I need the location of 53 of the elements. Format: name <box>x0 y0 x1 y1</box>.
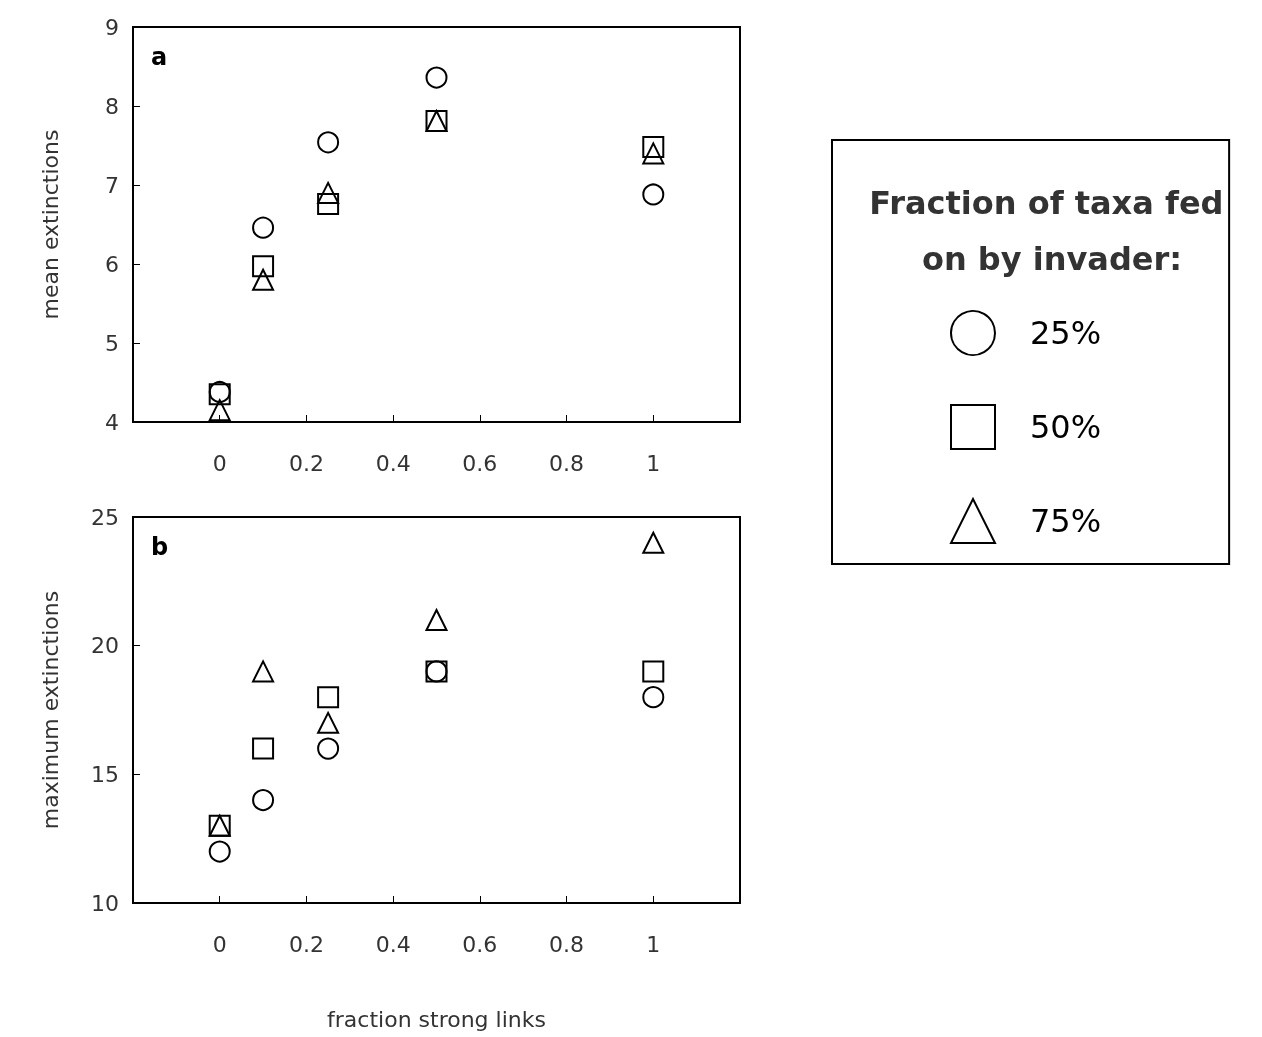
legend-title: Fraction of taxa fed on by invader: <box>869 184 1235 278</box>
point <box>425 66 448 89</box>
y-tick-label: 7 <box>105 172 119 198</box>
point <box>208 399 231 422</box>
x-axis-title: fraction strong links <box>327 1006 546 1032</box>
legend-label: 25% <box>1030 314 1102 352</box>
point <box>642 660 665 683</box>
point <box>317 737 340 760</box>
y-tick-label: 6 <box>105 251 119 277</box>
annotation: a <box>151 43 168 71</box>
x-tick-label: 0.6 <box>462 931 498 957</box>
point <box>317 686 340 709</box>
point <box>252 255 275 278</box>
y-tick-label: 4 <box>105 409 119 435</box>
point <box>252 660 275 683</box>
point <box>642 142 665 165</box>
point <box>642 531 665 554</box>
y-tick-label: 15 <box>91 761 119 787</box>
point <box>317 711 340 734</box>
point <box>642 686 665 709</box>
x-tick-label: 0.8 <box>549 450 585 476</box>
y-tick-label: 20 <box>91 633 119 659</box>
y-axis-title: maximum extinctions <box>37 590 63 830</box>
y-axis-title: mean extinctions <box>37 129 63 320</box>
x-tick-label: 1 <box>646 450 661 476</box>
point <box>317 181 340 204</box>
point <box>208 840 231 863</box>
x-tick-label: 0.4 <box>375 450 411 476</box>
point <box>425 608 448 631</box>
y-tick-label: 5 <box>105 330 119 356</box>
point <box>252 737 275 760</box>
point <box>252 216 275 239</box>
x-tick-label: 0 <box>212 931 227 957</box>
annotation: b <box>151 533 169 561</box>
y-tick-label: 9 <box>105 14 119 40</box>
x-tick-label: 0.4 <box>375 931 411 957</box>
x-tick-label: 0.2 <box>288 450 324 476</box>
y-tick-label: 10 <box>91 890 119 916</box>
x-tick-label: 1 <box>646 931 661 957</box>
point <box>252 789 275 812</box>
y-tick-label: 25 <box>91 504 119 530</box>
x-tick-label: 0.8 <box>549 931 585 957</box>
point <box>642 183 665 206</box>
point <box>252 268 275 291</box>
legend-label: 75% <box>1030 502 1102 540</box>
x-tick-label: 0.2 <box>288 931 324 957</box>
x-tick-label: 0.6 <box>462 450 498 476</box>
point <box>317 131 340 154</box>
x-tick-label: 0 <box>212 450 227 476</box>
point <box>317 192 340 215</box>
point <box>642 136 665 159</box>
legend-label: 50% <box>1030 408 1102 446</box>
y-tick-label: 8 <box>105 93 119 119</box>
